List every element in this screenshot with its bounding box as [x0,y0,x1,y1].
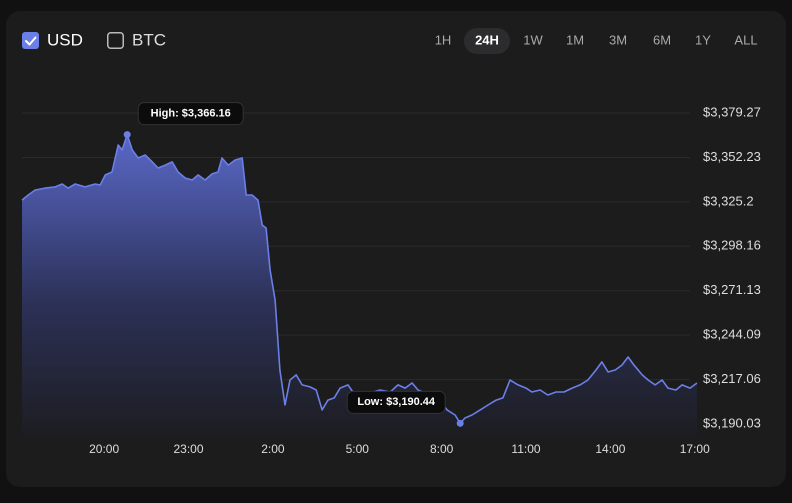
range-button[interactable]: 1M [566,32,584,47]
annotation-box [137,102,244,126]
area [22,134,697,440]
y-tick-label: $3,298.16 [703,238,761,253]
x-tick-label: 14:00 [595,442,625,456]
currency-toggle[interactable]: USD [22,30,83,49]
x-tick-label: 23:00 [173,442,203,456]
y-tick-label: $3,325.2 [703,193,754,208]
y-tick-label: $3,352.23 [703,149,761,164]
y-tick-label: $3,217.06 [703,371,761,386]
range-selected-bg[interactable] [464,28,510,54]
annotation: Low: $3,190.44 [357,396,436,408]
range-button[interactable]: 1Y [695,32,711,47]
plot: $3,379.27 $3,352.23 $3,325.2 $3,298.16 $3,27… [21,102,761,456]
y-tick-label: $3,379.27 [703,104,761,119]
extreme-point [123,131,131,139]
x-tick-label: 2:00 [261,442,285,456]
x-tick-label: 5:00 [346,442,370,456]
range-button[interactable]: 1H [435,32,452,47]
range-button[interactable]: 24H [475,32,499,47]
range-button[interactable]: 3M [609,32,627,47]
check-icon [25,36,37,46]
range-button[interactable]: ALL [734,32,757,47]
checkbox[interactable] [107,32,124,49]
currency-label[interactable]: USD [47,30,83,49]
range-button[interactable]: 6M [653,32,671,47]
line [21,133,698,425]
y-tick-label: $3,190.03 [703,415,761,430]
y-tick-label: $3,244.09 [703,327,761,342]
annotation: High: $3,366.16 [151,107,231,119]
x-tick-label: 20:00 [89,442,119,456]
range-button[interactable]: 1W [523,32,543,47]
currency-label[interactable]: BTC [132,30,166,49]
y-tick-label: $3,271.13 [703,282,761,297]
x-tick-label: 11:00 [511,442,540,456]
currency-toggle[interactable]: BTC [107,30,166,49]
annotation-box [346,390,446,414]
extreme-point [456,419,464,427]
x-tick-label: 8:00 [430,442,454,456]
toolbar: USD BTC 1H 24H 1W 1M 3M 6M 1Y ALL [22,28,758,54]
x-tick-label: 17:00 [680,442,710,456]
checkbox-checked[interactable] [22,32,39,49]
